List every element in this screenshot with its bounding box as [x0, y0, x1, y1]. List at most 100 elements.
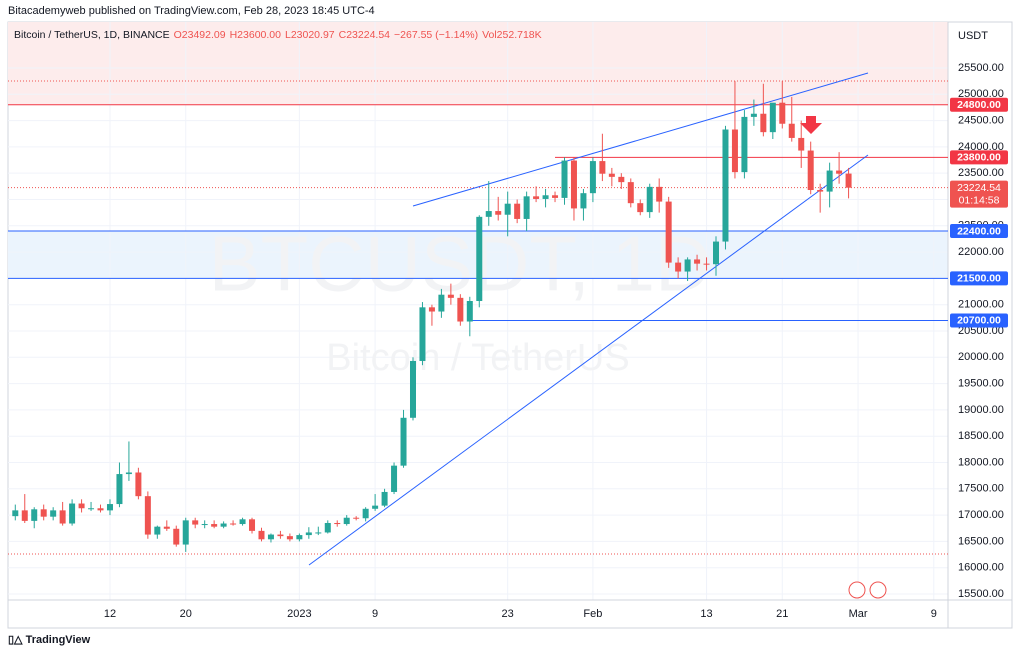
candle-body [381, 491, 388, 506]
candle-body [106, 504, 113, 511]
x-tick-label: 9 [372, 608, 378, 620]
x-tick-label: 12 [104, 608, 116, 620]
ohlc-value: L23020.97 [284, 29, 335, 41]
flag-icon [869, 581, 887, 599]
candle-body [201, 524, 208, 526]
y-tick-label: 25500.00 [958, 62, 1004, 74]
candle-body [599, 161, 606, 174]
candle-body [637, 203, 644, 213]
y-tick-label: 16000.00 [958, 562, 1004, 574]
candle-body [21, 510, 28, 521]
x-tick-label: Feb [583, 608, 602, 620]
candle-body [286, 536, 293, 540]
candle-body [173, 528, 180, 545]
y-tick-label: 23500.00 [958, 167, 1004, 179]
candle-body [230, 523, 237, 525]
candle-body [135, 472, 142, 497]
y-tick-label: 18000.00 [958, 456, 1004, 468]
publisher: Bitacademyweb published on TradingView.c… [8, 5, 375, 17]
level-badge [950, 150, 1008, 165]
y-tick-label: 15500.00 [958, 588, 1004, 600]
candle-body [239, 519, 246, 525]
y-tick-label: 20000.00 [958, 351, 1004, 363]
candle-body [713, 241, 720, 265]
candle-body [40, 509, 47, 517]
x-tick-label: 9 [931, 608, 937, 620]
candle-body [542, 195, 549, 199]
candle-body [267, 534, 274, 540]
countdown-label: 01:14:58 [959, 194, 1000, 206]
candle-body [438, 294, 445, 312]
candle-body [116, 474, 123, 505]
x-tick-label: 2023 [287, 608, 311, 620]
candle-body [334, 522, 341, 525]
y-axis-label: USDT [958, 30, 988, 42]
zone [8, 22, 948, 105]
candle-body [258, 530, 265, 540]
candle-body [552, 195, 559, 198]
x-tick-label: 20 [180, 608, 192, 620]
level-label: 22400.00 [957, 225, 1001, 237]
candle-body [684, 259, 691, 272]
x-tick-label: 21 [776, 608, 788, 620]
candle-body [570, 160, 577, 209]
candle-body [722, 129, 729, 242]
candle-body [409, 360, 416, 418]
x-tick-label: 13 [700, 608, 712, 620]
candle-body [731, 129, 738, 173]
candle-body [675, 262, 682, 272]
candle-body [703, 263, 710, 265]
candle-body [618, 176, 625, 183]
candle-body [97, 508, 104, 511]
candle-body [211, 524, 218, 527]
candle-body [154, 526, 161, 535]
candle-body [845, 173, 852, 188]
candle-body [249, 519, 256, 531]
candle-body [523, 196, 530, 219]
candle-body [798, 137, 805, 151]
symbol-title: Bitcoin / TetherUS, 1D, BINANCE [14, 29, 170, 41]
y-tick-label: 25000.00 [958, 88, 1004, 100]
candle-body [627, 182, 634, 204]
candle-body [362, 508, 369, 519]
candle-body [78, 503, 85, 509]
candle-body [419, 307, 426, 361]
candle-body [561, 160, 568, 198]
candle-body [807, 150, 814, 191]
candle-body [817, 190, 824, 192]
candle-body [504, 203, 511, 215]
candle-body [769, 102, 776, 133]
candle-body [12, 510, 19, 517]
candle-body [69, 503, 76, 524]
y-tick-label: 20500.00 [958, 325, 1004, 337]
last-price-label: 23224.54 [957, 182, 1001, 194]
candle-body [476, 216, 483, 302]
candle-body [466, 301, 473, 322]
level-badge [950, 97, 1008, 112]
last-price-badge [950, 180, 1008, 208]
candle-body [391, 465, 398, 492]
brand-name: TradingView [25, 634, 91, 646]
candle-body [788, 123, 795, 138]
level-label: 24800.00 [957, 99, 1001, 111]
candle-body [400, 417, 407, 466]
level-badge [950, 224, 1008, 239]
candle-body [750, 113, 757, 117]
candle-body [608, 173, 615, 177]
candle-body [144, 496, 151, 535]
candle-body [296, 535, 303, 540]
y-tick-label: 19000.00 [958, 404, 1004, 416]
candle-body [343, 517, 350, 525]
y-tick-label: 18500.00 [958, 430, 1004, 442]
candle-body [305, 532, 312, 536]
candle-body [485, 211, 492, 217]
ohlc-value: −267.55 (−1.14%) [394, 29, 479, 41]
watermark: Bitcoin / TetherUS [326, 337, 629, 379]
candle-body [656, 186, 663, 202]
candle-body [646, 186, 653, 213]
candle-body [88, 508, 95, 510]
candle-body [447, 294, 454, 298]
candle-body [372, 505, 379, 509]
